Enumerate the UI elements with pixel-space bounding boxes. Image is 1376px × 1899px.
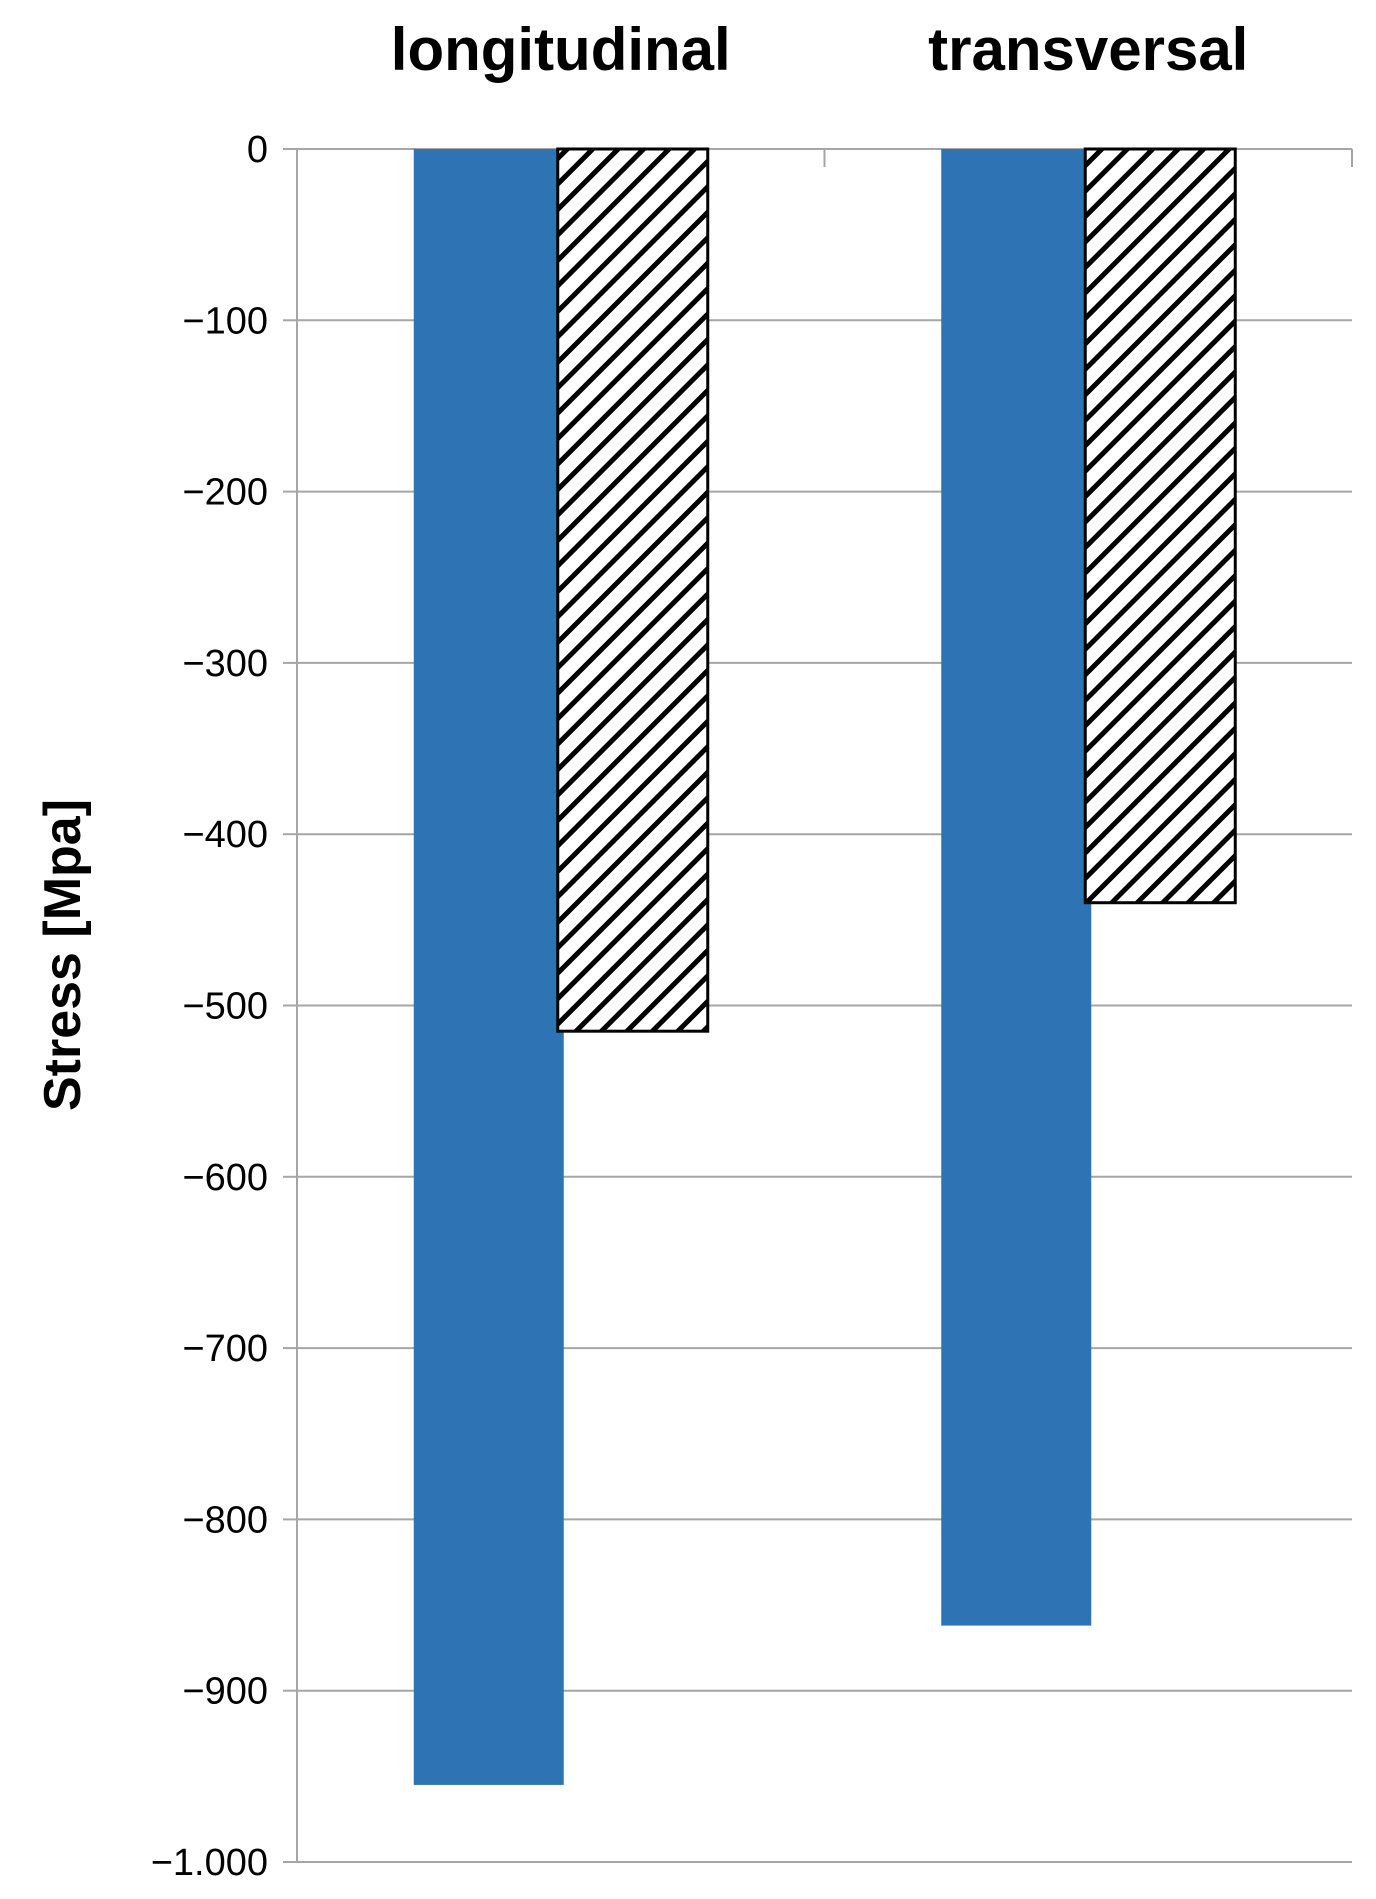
y-tick-label: −600 [182,1157,268,1199]
y-tick-label: −300 [182,643,268,685]
bar-solid [413,149,564,1785]
bar-hatched [556,147,710,1033]
category-label: transversal [928,16,1248,83]
y-tick-label: −900 [182,1671,268,1713]
y-tick-label: −200 [182,472,268,514]
y-tick-label: −500 [182,986,268,1028]
y-tick-label: −700 [182,1328,268,1370]
bars [413,147,1237,1785]
y-tick-label: 0 [247,129,268,171]
category-label: longitudinal [391,16,731,83]
y-axis-title: Stress [Mpa] [34,799,92,1111]
y-tick-label: −800 [182,1499,268,1541]
bar-solid [941,149,1092,1626]
bar-hatched [1083,147,1237,905]
labels: 0 −100 −200 −300 −400 −500 −600 −700 −800 −900 −1.… [151,16,1249,1884]
y-tick-label: −100 [182,300,268,342]
y-tick-label: −1.000 [151,1842,268,1884]
y-tick-label: −400 [182,814,268,856]
